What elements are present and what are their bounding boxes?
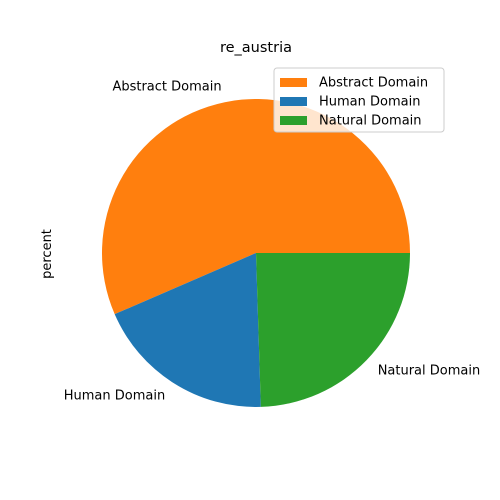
pie-slice-human-domain (114, 253, 261, 407)
pie-slice-labels: Abstract Domain Human Domain Natural Domai… (64, 80, 481, 404)
legend-swatch-natural-domain (280, 116, 307, 125)
y-axis-label: percent (40, 229, 55, 279)
legend-frame (273, 67, 445, 133)
legend-swatch-abstract-domain (280, 78, 307, 87)
legend-label-human-domain: Human Domain (319, 95, 420, 110)
legend-swatch-human-domain (280, 97, 307, 106)
pie-slice-abstract-domain (101, 98, 410, 315)
pie-slice-label-human-domain: Human Domain (64, 389, 165, 404)
legend-label-natural-domain: Natural Domain (319, 114, 422, 129)
pie-slice-natural-domain (256, 253, 410, 407)
legend-label-abstract-domain: Abstract Domain (319, 76, 428, 91)
pie-slice-label-natural-domain: Natural Domain (378, 363, 481, 378)
chart-title: re_austria (220, 40, 292, 56)
pie-slices (101, 98, 410, 407)
legend: Abstract Domain Human Domain Natural Domai… (273, 67, 445, 133)
pie-slice-label-abstract-domain: Abstract Domain (112, 80, 221, 95)
